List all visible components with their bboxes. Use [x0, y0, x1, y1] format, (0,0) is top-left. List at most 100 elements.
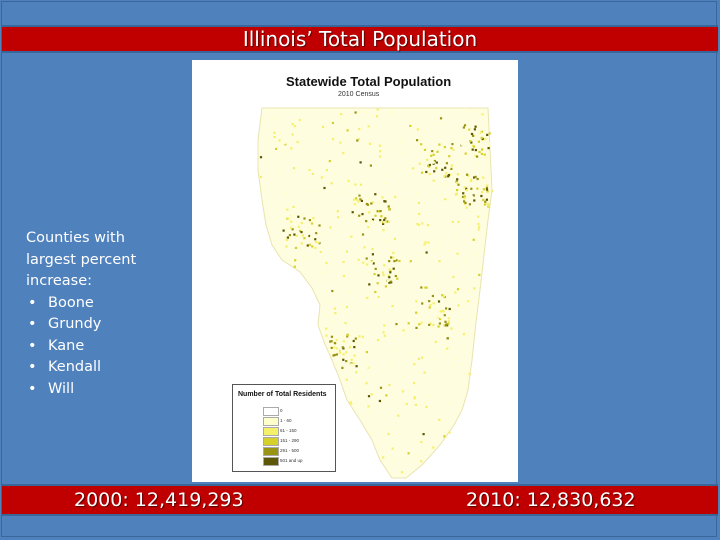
- population-dot: [406, 327, 409, 330]
- population-dot: [444, 324, 447, 327]
- population-dot: [480, 136, 483, 139]
- population-dot: [454, 266, 457, 269]
- population-dot: [446, 299, 449, 302]
- population-dot: [377, 202, 380, 205]
- population-dot: [297, 225, 300, 228]
- population-dot: [374, 214, 377, 217]
- population-dot: [487, 205, 490, 208]
- population-dot: [474, 125, 477, 128]
- population-dot: [466, 173, 469, 176]
- population-dot: [447, 317, 450, 320]
- population-dot: [457, 197, 460, 200]
- population-dot: [423, 371, 426, 374]
- population-dot: [275, 147, 278, 150]
- population-dot: [415, 300, 418, 303]
- population-dot: [427, 241, 430, 244]
- population-dot: [456, 288, 460, 291]
- population-dot: [301, 234, 305, 237]
- population-dot: [354, 183, 357, 186]
- population-dot: [301, 147, 304, 150]
- population-dot: [358, 194, 361, 197]
- population-dot: [428, 173, 431, 176]
- population-dot: [456, 252, 459, 255]
- population-dot: [409, 260, 412, 263]
- population-dot: [355, 197, 358, 200]
- illinois-map-svg: [257, 107, 494, 479]
- population-dot: [387, 220, 390, 224]
- population-dot: [389, 254, 392, 257]
- population-dot: [468, 128, 471, 131]
- population-dot: [382, 273, 385, 277]
- population-dot: [417, 201, 420, 204]
- population-dot: [284, 193, 287, 196]
- population-dot: [463, 200, 466, 203]
- population-dot: [473, 128, 476, 131]
- population-dot: [440, 147, 444, 150]
- population-dot: [421, 222, 424, 225]
- population-dot: [285, 238, 289, 241]
- population-dot: [283, 142, 286, 145]
- population-dot: [389, 278, 392, 281]
- population-dot: [298, 118, 301, 122]
- population-dot: [468, 372, 471, 376]
- population-dot: [427, 224, 430, 227]
- population-dot: [308, 257, 311, 260]
- population-dot: [286, 208, 289, 211]
- population-dot: [362, 261, 365, 264]
- population-dot: [415, 192, 418, 195]
- population-dot: [477, 228, 480, 231]
- population-dot: [341, 366, 344, 369]
- population-dot: [432, 323, 435, 326]
- population-dot: [469, 147, 472, 150]
- population-dot: [360, 223, 363, 226]
- population-dot: [294, 246, 298, 249]
- population-dot: [420, 460, 423, 463]
- population-dot: [423, 148, 427, 151]
- population-dot: [455, 181, 459, 184]
- population-dot: [477, 222, 480, 226]
- population-dot: [293, 125, 296, 128]
- population-dot: [476, 135, 479, 138]
- population-dot: [474, 175, 477, 178]
- population-dot: [428, 163, 431, 167]
- population-dot: [413, 382, 416, 385]
- population-dot: [333, 320, 336, 323]
- list-item: Kendall: [26, 357, 176, 379]
- population-dot: [463, 124, 467, 127]
- population-dot: [377, 274, 380, 277]
- population-dot: [465, 206, 468, 209]
- population-dot: [307, 164, 310, 167]
- population-dot: [460, 318, 463, 321]
- population-dot: [449, 401, 452, 404]
- population-dot: [352, 339, 355, 343]
- population-dot: [385, 394, 388, 397]
- population-dot: [308, 168, 311, 172]
- population-dot: [427, 246, 430, 249]
- population-dot: [479, 131, 482, 134]
- population-dot: [342, 152, 345, 155]
- population-dot: [484, 200, 487, 203]
- population-dot: [438, 143, 441, 146]
- population-dot: [432, 153, 435, 156]
- legend-item: 0: [263, 407, 333, 416]
- population-dot: [341, 304, 344, 307]
- population-dot: [449, 173, 452, 176]
- population-dot: [421, 171, 424, 174]
- population-dot: [389, 284, 392, 288]
- population-dot: [422, 433, 425, 436]
- population-dot: [342, 275, 345, 278]
- population-dot: [433, 170, 436, 173]
- population-dot: [347, 179, 350, 183]
- population-dot: [359, 161, 362, 164]
- population-dot: [318, 189, 321, 193]
- population-dot: [437, 315, 440, 318]
- population-dot: [488, 132, 491, 135]
- population-dot: [481, 113, 484, 116]
- population-dot: [416, 222, 419, 226]
- population-dot: [439, 310, 442, 313]
- population-dot: [442, 295, 446, 298]
- population-dot: [342, 260, 345, 263]
- population-dot: [464, 152, 467, 155]
- population-dot: [420, 252, 423, 255]
- population-dot: [361, 233, 365, 236]
